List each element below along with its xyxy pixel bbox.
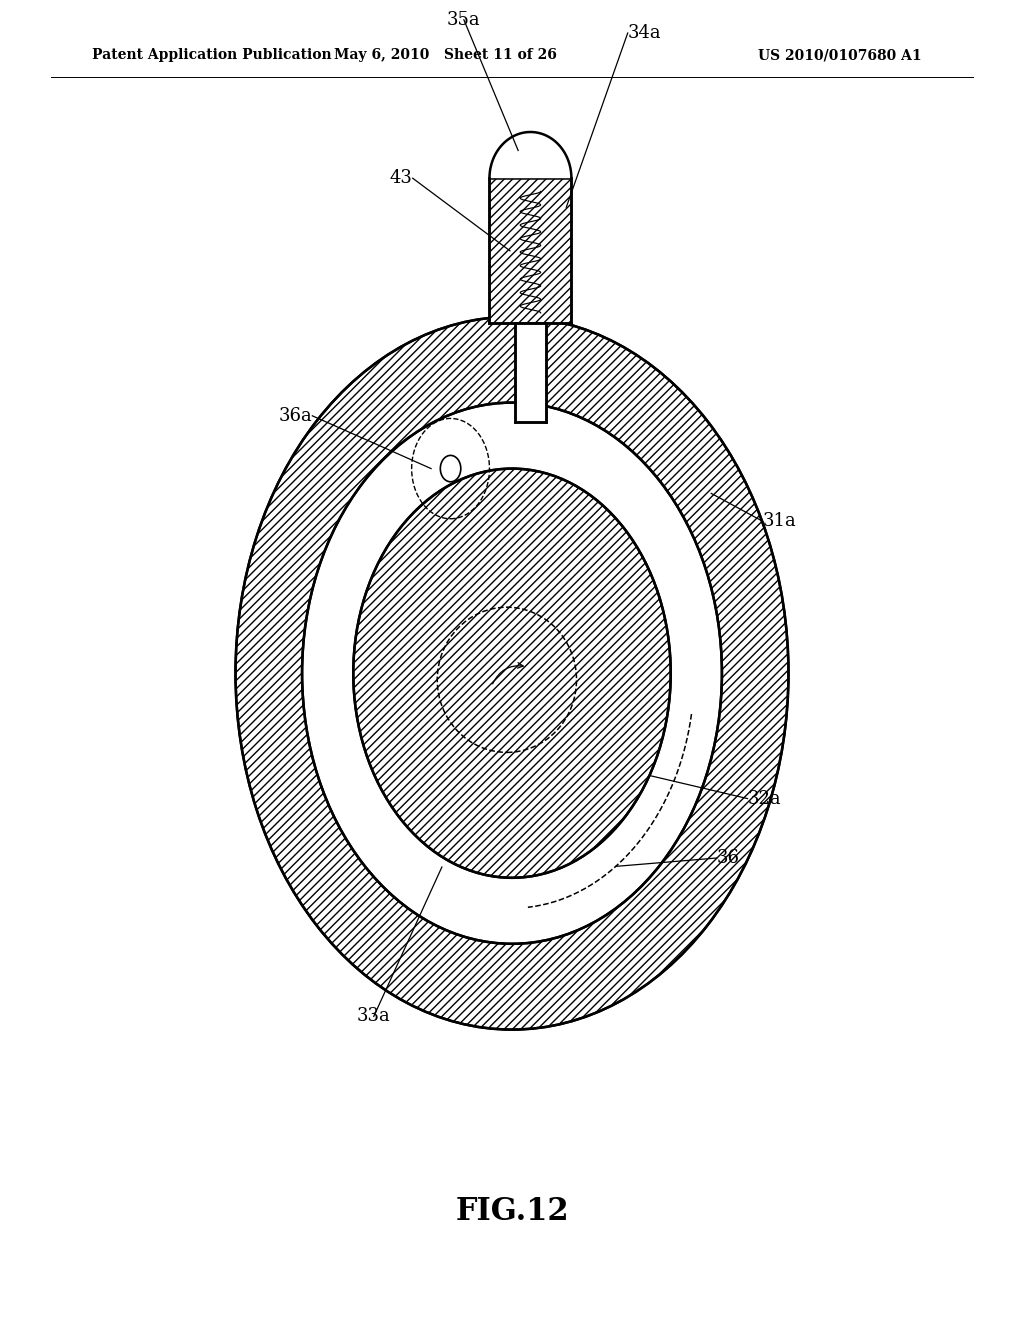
Text: 43: 43 [390, 169, 413, 187]
FancyBboxPatch shape [489, 178, 571, 323]
Circle shape [304, 405, 720, 941]
Wedge shape [236, 317, 788, 1030]
Polygon shape [489, 132, 571, 178]
Circle shape [440, 455, 461, 482]
Text: 35a: 35a [447, 11, 480, 29]
Text: May 6, 2010   Sheet 11 of 26: May 6, 2010 Sheet 11 of 26 [334, 49, 557, 62]
Text: Patent Application Publication: Patent Application Publication [92, 49, 332, 62]
Text: US 2010/0107680 A1: US 2010/0107680 A1 [758, 49, 922, 62]
Text: 31a: 31a [763, 512, 797, 531]
FancyBboxPatch shape [515, 323, 546, 422]
Text: FIG.12: FIG.12 [456, 1196, 568, 1228]
Wedge shape [353, 469, 671, 878]
Text: 32a: 32a [748, 789, 781, 808]
Text: 36: 36 [717, 849, 739, 867]
Text: 36a: 36a [279, 407, 312, 425]
Text: 33a: 33a [357, 1007, 390, 1026]
Text: 34a: 34a [628, 24, 662, 42]
